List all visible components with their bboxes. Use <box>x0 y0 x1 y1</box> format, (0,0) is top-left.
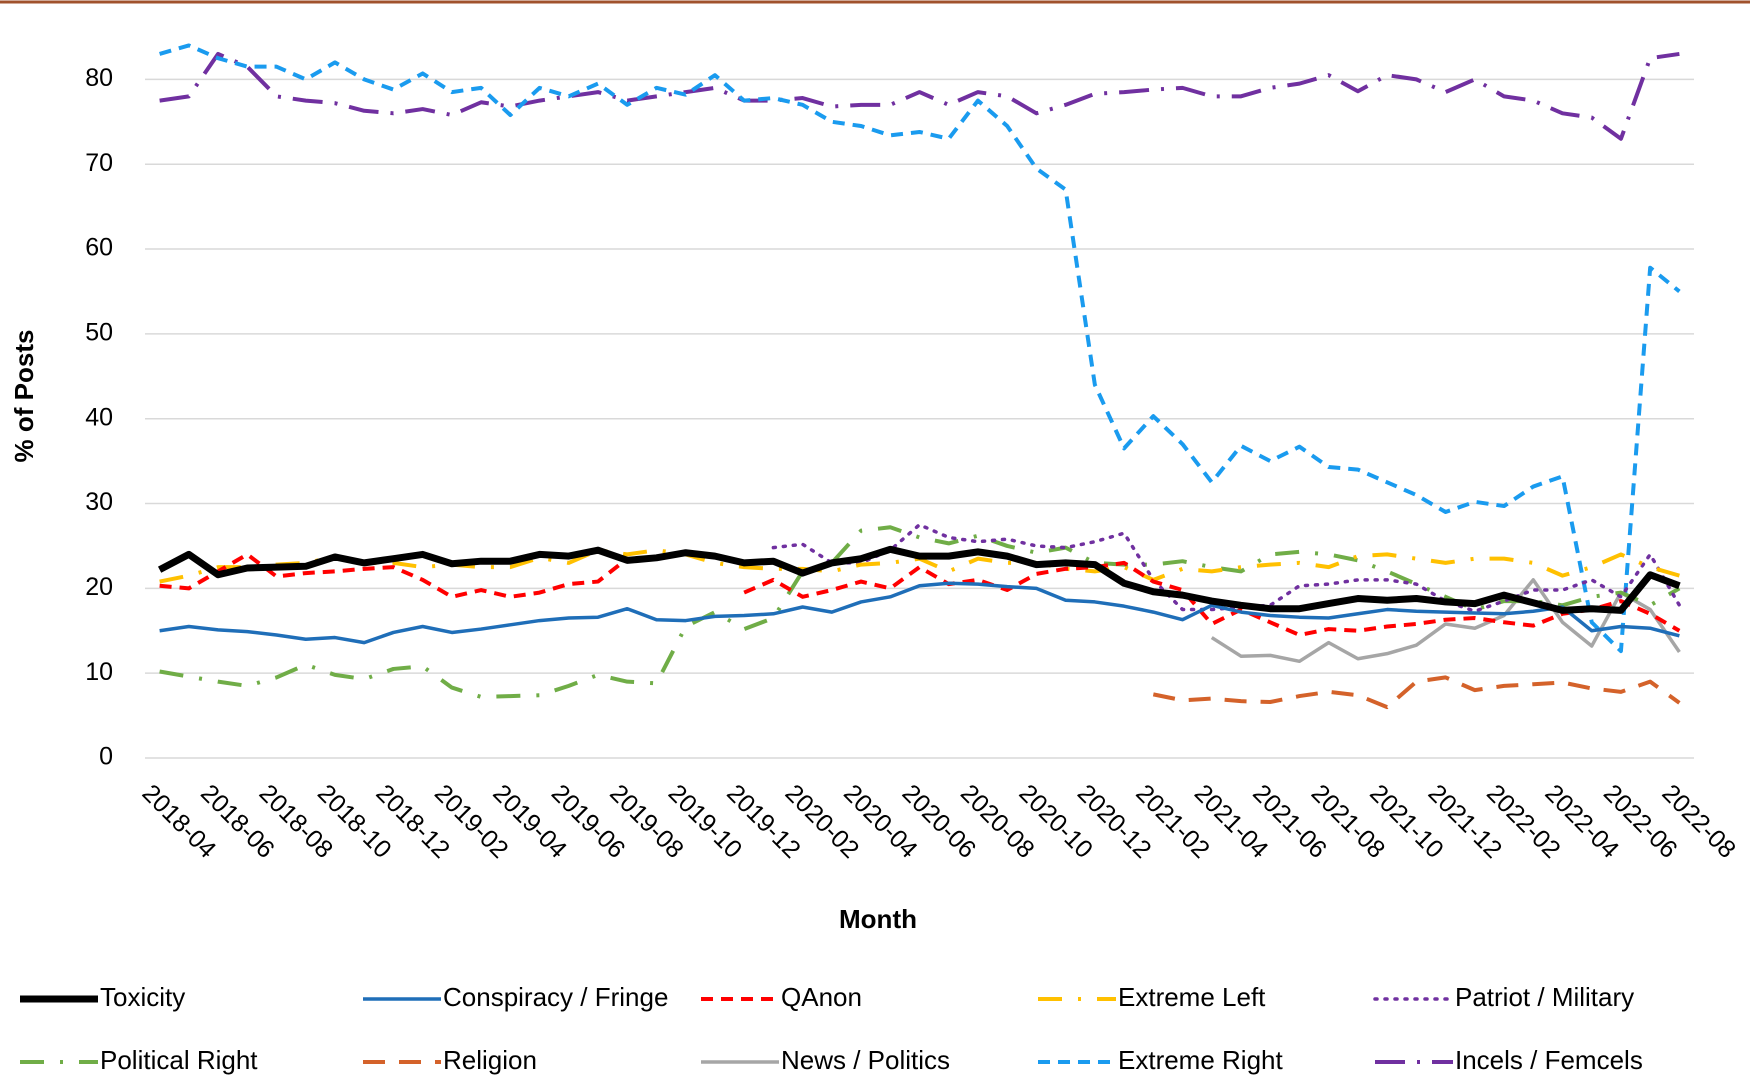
series-line <box>157 545 1681 614</box>
legend-label: Patriot / Military <box>1455 982 1634 1012</box>
y-tick-label: 30 <box>85 488 113 516</box>
legend-label: Extreme Left <box>1118 982 1266 1012</box>
y-tick-label: 10 <box>85 658 113 686</box>
legend-label: QAnon <box>781 982 862 1012</box>
y-tick-label: 70 <box>85 149 113 177</box>
series-line <box>159 581 1680 645</box>
legend-label: Incels / Femcels <box>1455 1045 1643 1075</box>
y-tick-label: 40 <box>85 403 113 431</box>
series-line <box>159 43 1681 654</box>
legend-label: News / Politics <box>781 1045 950 1075</box>
series-line <box>159 552 1681 637</box>
y-tick-label: 0 <box>99 743 113 771</box>
legend-label: Political Right <box>100 1045 258 1075</box>
series-line <box>771 522 1682 613</box>
legend-label: Extreme Right <box>1118 1045 1283 1075</box>
y-axis-title: % of Posts <box>9 330 39 463</box>
legend-label: Toxicity <box>100 982 185 1012</box>
y-tick-label: 80 <box>85 64 113 92</box>
legend-label: Conspiracy / Fringe <box>443 982 668 1012</box>
series-line <box>159 51 1680 141</box>
legend-label: Religion <box>443 1045 537 1075</box>
y-tick-label: 20 <box>85 573 113 601</box>
x-axis-title: Month <box>839 904 917 934</box>
y-tick-label: 60 <box>85 234 113 262</box>
series-line <box>1152 675 1681 710</box>
y-tick-label: 50 <box>85 318 113 346</box>
